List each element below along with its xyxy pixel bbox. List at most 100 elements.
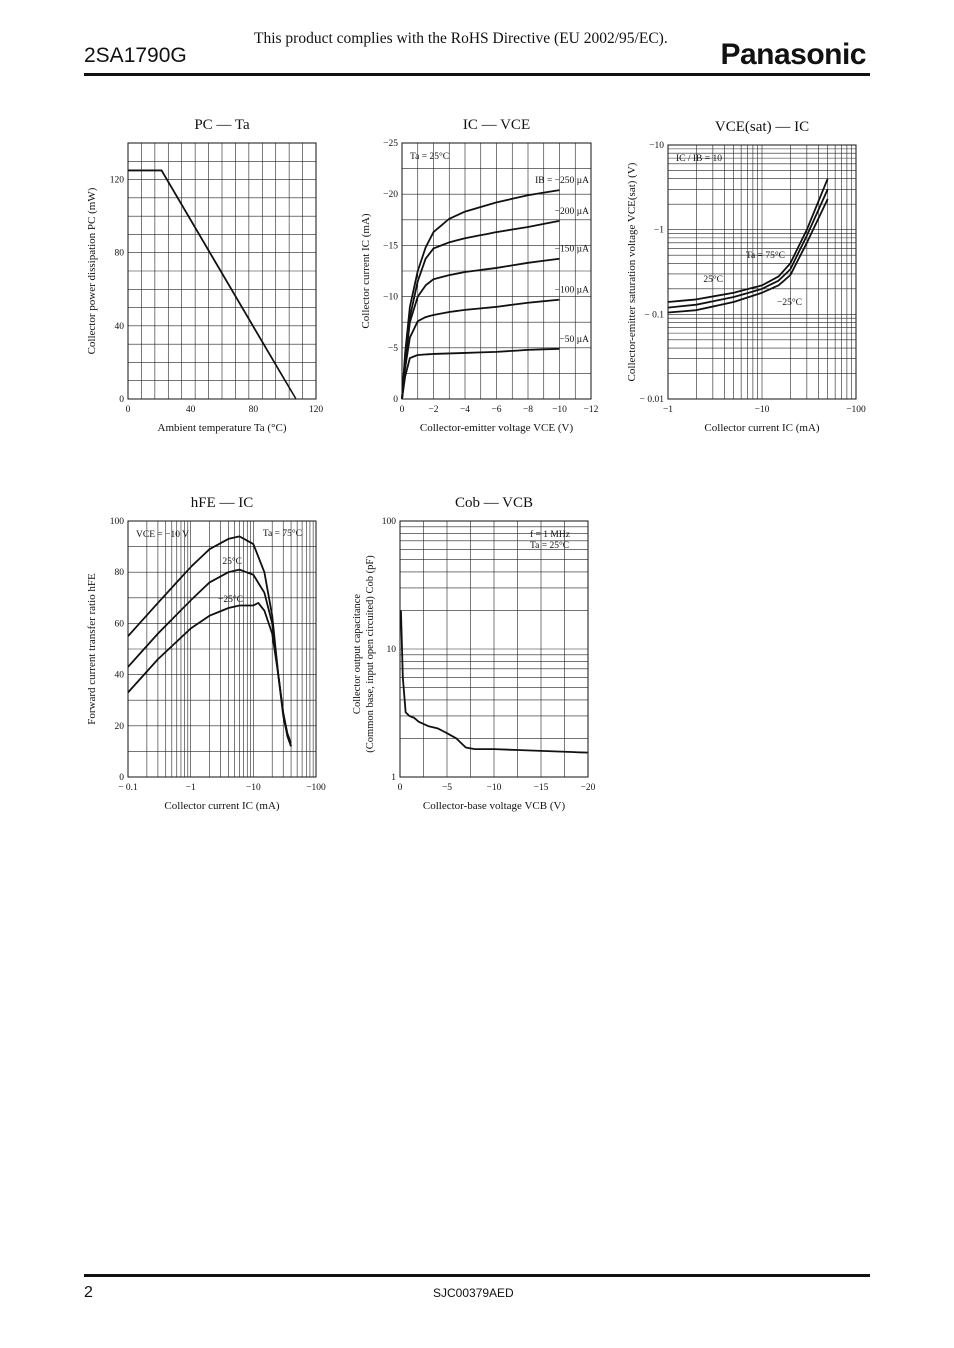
annotation: Ta = 25°C xyxy=(530,540,569,551)
series-label-3: −25°C xyxy=(777,297,802,308)
y-tick-label: −1 xyxy=(654,226,664,236)
y-tick-label: 120 xyxy=(110,176,125,186)
x-tick-label: −10 xyxy=(487,783,502,793)
y-tick-label: 0 xyxy=(119,773,124,783)
x-tick-label: −12 xyxy=(584,405,599,415)
y-tick-label: − 0.01 xyxy=(640,395,665,405)
y-tick-label: −10 xyxy=(383,293,398,303)
plot-frame xyxy=(127,520,317,778)
chart-title: IC — VCE xyxy=(463,117,530,133)
y-tick-label: 40 xyxy=(115,671,125,681)
x-tick-label: 80 xyxy=(249,405,259,415)
x-tick-label: −10 xyxy=(552,405,567,415)
x-axis-label: Collector-base voltage VCB (V) xyxy=(423,800,566,812)
series-line-1 xyxy=(127,169,297,400)
brand-logo: Panasonic xyxy=(720,38,866,71)
x-tick-label: −100 xyxy=(306,783,326,793)
y-tick-label: 100 xyxy=(382,517,397,527)
series-line-3 xyxy=(127,602,292,747)
series-line-1 xyxy=(667,178,829,303)
x-tick-label: −5 xyxy=(442,783,452,793)
plot-frame xyxy=(127,142,317,400)
chart-title: hFE — IC xyxy=(191,495,254,511)
y-tick-label: 100 xyxy=(110,517,125,527)
x-tick-label: − 0.1 xyxy=(118,783,138,793)
grid xyxy=(402,143,591,399)
y-tick-label: 40 xyxy=(115,322,125,332)
x-tick-label: −1 xyxy=(186,783,196,793)
x-tick-label: −8 xyxy=(523,405,533,415)
y-tick-label: −25 xyxy=(383,139,398,149)
grid xyxy=(668,145,856,399)
x-tick-label: −10 xyxy=(246,783,261,793)
y-axis-label: Collector-emitter saturation voltage VCE… xyxy=(626,162,638,381)
y-tick-label: 0 xyxy=(393,395,398,405)
y-tick-label: − 0.1 xyxy=(644,310,664,320)
y-tick-label: −15 xyxy=(383,241,398,251)
y-tick-label: 60 xyxy=(115,619,125,629)
series-label-4: −100 µA xyxy=(555,286,589,296)
document-code: SJC00379AED xyxy=(433,1286,514,1300)
x-tick-label: −1 xyxy=(663,405,673,415)
series-label-1: Ta = 75°C xyxy=(263,528,302,539)
series-label-2: 25°C xyxy=(703,274,723,285)
page-number: 2 xyxy=(84,1284,93,1301)
chart-title: VCE(sat) — IC xyxy=(715,119,809,135)
chart-5: 0 −5 −10 −15 −20 1 10 100 Cob — VCB Collector-bas… xyxy=(352,495,596,812)
x-tick-label: −4 xyxy=(460,405,470,415)
plot-frame xyxy=(401,142,592,400)
header-rule xyxy=(84,73,870,76)
series-line-4 xyxy=(401,298,560,400)
y-tick-label: 1 xyxy=(391,773,396,783)
chart-title: Cob — VCB xyxy=(455,495,533,511)
annotation: VCE = −10 V xyxy=(136,530,189,540)
grid xyxy=(128,143,316,399)
x-tick-label: 0 xyxy=(126,405,131,415)
chart-1: 0 40 80 120 0 40 80 120 PC — Ta Ambient temperatu… xyxy=(86,117,323,434)
series-line-1 xyxy=(401,189,560,400)
series-label-1: IB = −250 µA xyxy=(535,176,589,186)
x-tick-label: −100 xyxy=(846,405,866,415)
x-tick-label: −2 xyxy=(428,405,438,415)
grid xyxy=(400,521,588,777)
x-axis-label: Collector current IC (mA) xyxy=(704,422,819,434)
series-label-5: −50 µA xyxy=(559,335,589,345)
grid xyxy=(128,521,316,777)
y-axis-label: Collector output capacitance xyxy=(352,594,363,714)
y-tick-label: 80 xyxy=(115,249,125,259)
y-tick-label: −5 xyxy=(388,344,398,354)
x-tick-label: −20 xyxy=(581,783,596,793)
series-line-1 xyxy=(400,610,589,754)
y-axis-label-2: (Common base, input open circuited) Cob … xyxy=(365,555,376,753)
x-axis-label: Collector current IC (mA) xyxy=(164,800,279,812)
series-line-2 xyxy=(667,188,829,309)
y-tick-label: 0 xyxy=(119,395,124,405)
y-tick-label: −20 xyxy=(383,190,398,200)
x-axis-label: Collector-emitter voltage VCE (V) xyxy=(420,422,574,434)
y-tick-label: 80 xyxy=(115,568,125,578)
x-tick-label: −10 xyxy=(755,405,770,415)
plot-frame xyxy=(667,144,857,400)
series-line-3 xyxy=(401,257,560,400)
series-label-2: −200 µA xyxy=(555,207,589,217)
series-label-3: −25°C xyxy=(218,594,243,605)
annotation: f = 1 MHz xyxy=(530,529,570,540)
y-axis-label: Collector power dissipation PC (mW) xyxy=(86,187,98,354)
x-tick-label: −6 xyxy=(491,405,501,415)
x-tick-label: 0 xyxy=(400,405,405,415)
x-tick-label: −15 xyxy=(534,783,549,793)
footer-rule xyxy=(84,1274,870,1277)
y-axis-label: Forward current transfer ratio hFE xyxy=(86,573,98,725)
annotation: Ta = 25°C xyxy=(410,151,449,162)
annotation: IC / IB = 10 xyxy=(676,154,722,164)
series-label-3: −150 µA xyxy=(555,245,589,255)
chart-2: 0 −2 −4 −6 −8 −10 −12 0 −5 −10 −15 −20 −25 IC — VCE Co… xyxy=(360,117,599,434)
chart-title: PC — Ta xyxy=(194,117,250,133)
x-axis-label: Ambient temperature Ta (°C) xyxy=(158,422,287,434)
y-tick-label: 10 xyxy=(387,645,397,655)
series-label-1: Ta = 75°C xyxy=(746,250,785,261)
x-tick-label: 0 xyxy=(398,783,403,793)
x-tick-label: 40 xyxy=(186,405,196,415)
y-axis-label: Collector current IC (mA) xyxy=(360,213,372,328)
